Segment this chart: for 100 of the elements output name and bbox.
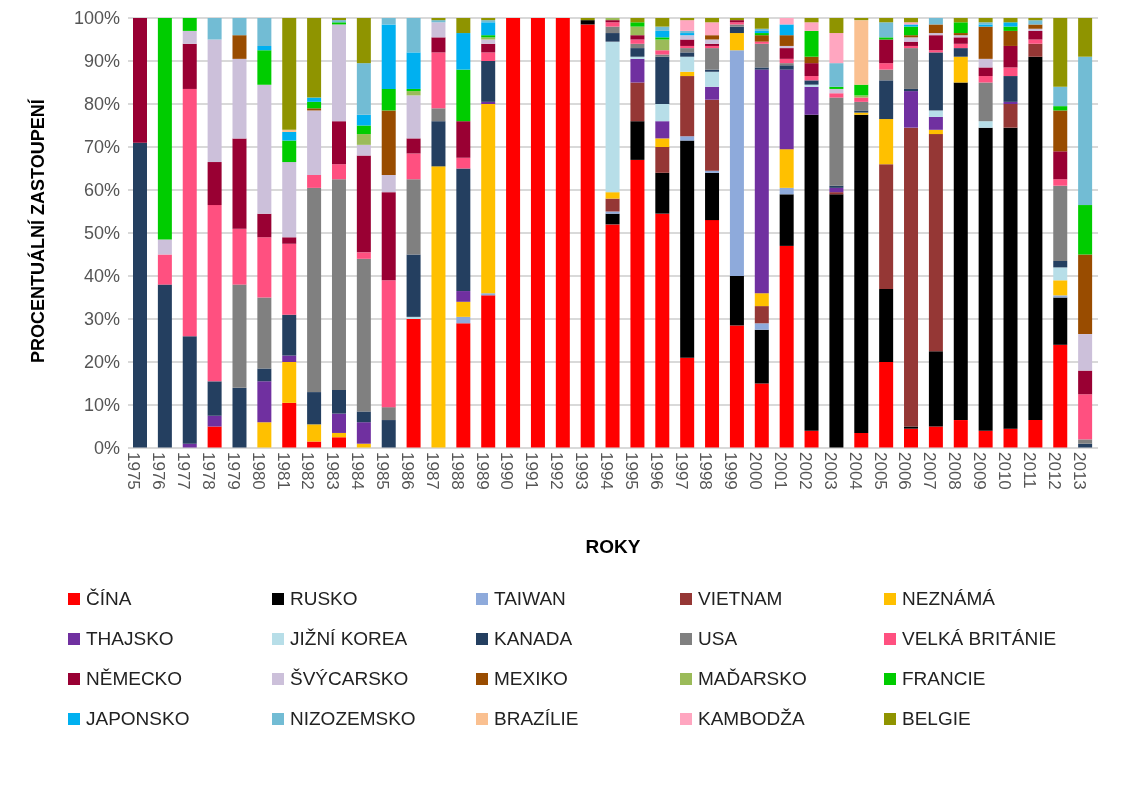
legend-label: ČÍNA [86,588,132,610]
bar [879,39,894,64]
bar [928,134,943,352]
bar [356,411,371,423]
bar [705,48,720,70]
legend-label: KAMBODŽA [698,708,805,730]
bar [953,82,968,421]
bar [406,254,421,317]
bar [729,325,744,448]
bar [1053,260,1068,268]
bar [705,18,720,23]
bar [655,50,670,55]
bar [928,35,943,51]
bar [207,162,222,206]
bar [978,430,993,448]
bar [804,30,819,57]
legend-label: MAĎARSKO [698,668,807,690]
bar [356,63,371,115]
bar [381,192,396,281]
bar [854,95,869,98]
bar [630,35,645,40]
bar [680,48,695,53]
bar [481,22,496,36]
bar [1053,297,1068,345]
bar [307,18,322,98]
bar [1028,28,1043,31]
x-tick-label: 1992 [547,452,567,490]
x-tick-label: 1995 [621,452,641,490]
bar [928,116,943,130]
bar [381,280,396,408]
bar [232,58,247,139]
y-tick-label: 0% [93,438,120,459]
x-tick-label: 1976 [149,452,169,490]
bar [257,237,272,298]
bar [680,56,695,72]
bar [431,166,446,448]
bar [729,276,744,326]
bar [978,121,993,128]
bar [207,39,222,163]
bar [904,48,919,89]
x-tick-label: 1979 [223,452,243,490]
bar [257,297,272,369]
bar [1028,18,1043,21]
bar [630,22,645,27]
bar [282,402,297,448]
bar [879,119,894,165]
bar [481,61,496,102]
bar [953,37,968,44]
bar [232,138,247,229]
bar [456,291,471,302]
bar [705,99,720,171]
bar [182,88,197,337]
x-tick-label: 1975 [124,452,144,490]
bar [1003,22,1018,27]
bar [978,58,993,68]
bar [381,420,396,448]
bar [879,22,894,38]
bar [257,18,272,46]
x-tick-label: 1991 [522,452,542,490]
x-tick-label: 1986 [397,452,417,490]
legend-label: TAIWAN [494,588,566,610]
bar [680,18,695,21]
bar [356,155,371,253]
bar [754,41,769,44]
bar [331,389,346,414]
bar [456,323,471,448]
bar [1053,185,1068,261]
x-tick-label: 1984 [348,452,368,490]
bar [232,284,247,388]
bar [804,114,819,431]
bar [680,140,695,358]
bar [282,314,297,356]
bar [257,381,272,423]
x-tick-label: 1985 [373,452,393,490]
bar [1053,280,1068,296]
legend-label: JAPONSKO [86,708,190,730]
x-tick-label: 1997 [671,452,691,490]
bar [779,187,794,195]
bar [953,48,968,57]
bar [953,18,968,23]
bar [481,43,496,53]
bar [804,18,819,23]
x-tick-label: 1987 [422,452,442,490]
bar [331,432,346,438]
x-tick-label: 1998 [696,452,716,490]
bar [630,48,645,57]
bar [456,18,471,34]
bar [729,26,744,34]
y-tick-label: 40% [83,266,120,287]
bar [655,213,670,448]
bar [406,18,421,53]
bar [1028,30,1043,40]
x-tick-label: 2006 [895,452,915,490]
bar [1053,151,1068,180]
x-tick-label: 2002 [795,452,815,490]
bar [1078,334,1093,371]
bar [282,362,297,403]
bar [804,56,819,64]
bar [779,194,794,246]
bar [605,33,620,42]
